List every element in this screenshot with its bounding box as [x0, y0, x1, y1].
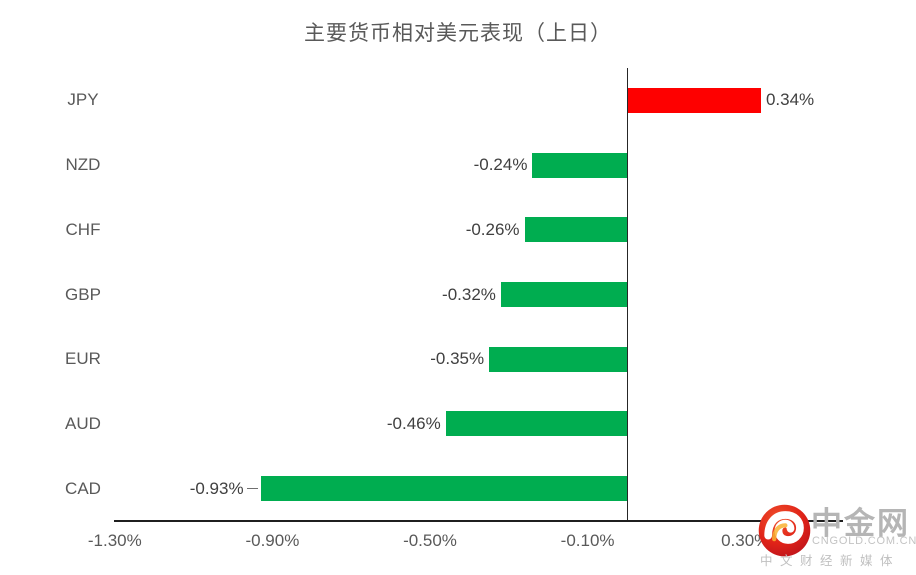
bar-gbp: [500, 282, 627, 307]
x-axis-tick--0.90%: -0.90%: [245, 531, 300, 550]
x-axis-tick--1.30%: -1.30%: [87, 531, 142, 550]
category-label-aud: AUD: [65, 413, 101, 433]
category-label-cad: CAD: [65, 478, 101, 498]
bar-aud: [445, 411, 627, 437]
value-label-jpy: 0.34%: [765, 90, 815, 110]
x-axis-tick-0.30%: 0.30%: [721, 531, 770, 550]
bar-jpy: [627, 87, 761, 113]
bar-eur: [489, 346, 627, 372]
value-label-chf: -0.26%: [465, 219, 520, 239]
chart-title: 主要货币相对美元表现（上日）: [304, 22, 612, 45]
watermark-brand-text: 中金网: [811, 506, 910, 541]
watermark-domain-text: CNGOLD.COM.CN: [812, 535, 916, 547]
cngold-watermark: 中金网 CNGOLD.COM.CN 中文财经新媒体: [752, 497, 916, 575]
cngold-flame-swirl-icon: [758, 504, 811, 557]
watermark-tagline-text: 中文财经新媒体: [760, 554, 901, 568]
x-axis-line: [114, 520, 843, 522]
category-label-chf: CHF: [65, 219, 101, 239]
category-label-gbp: GBP: [65, 284, 101, 304]
value-label-nzd: -0.24%: [473, 155, 528, 175]
category-label-jpy: JPY: [67, 90, 99, 110]
x-axis-tick--0.50%: -0.50%: [403, 531, 457, 550]
value-label-gbp: -0.32%: [442, 284, 496, 304]
category-label-eur: EUR: [65, 349, 101, 369]
bar-chf: [524, 217, 627, 243]
value-label-aud: -0.46%: [386, 413, 441, 433]
x-axis-tick--0.10%: -0.10%: [560, 531, 615, 550]
category-label-nzd: NZD: [65, 155, 101, 175]
bar-cad: [260, 476, 627, 502]
value-label-cad: -0.93%: [189, 478, 244, 498]
label-leader-line: [246, 488, 258, 490]
value-label-eur: -0.35%: [430, 349, 485, 369]
zero-axis-line: [626, 68, 629, 520]
bar-nzd: [532, 152, 627, 178]
